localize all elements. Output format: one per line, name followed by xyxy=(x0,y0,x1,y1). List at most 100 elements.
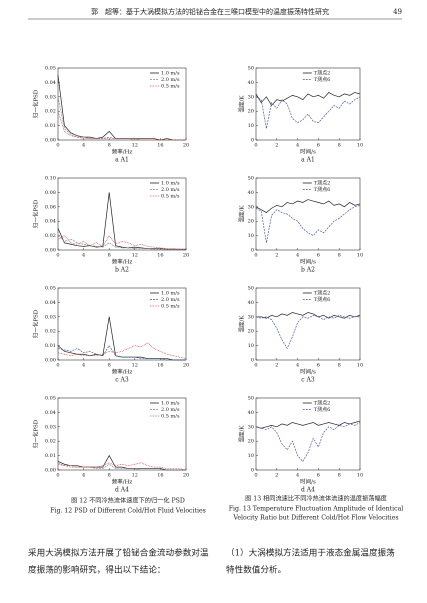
legend-label: T测点2 xyxy=(314,180,331,187)
body-text: 特性数值分析。 xyxy=(226,564,286,576)
x-tick-label: 4 xyxy=(82,143,85,149)
legend-label: T测点6 xyxy=(314,76,331,83)
x-tick-label: 6 xyxy=(317,143,320,149)
x-tick-label: 12 xyxy=(132,253,138,259)
y-tick-label: 40 xyxy=(248,410,254,416)
y-tick-label: 0.02 xyxy=(45,109,56,115)
y-axis-label: 温度/K xyxy=(238,205,246,223)
legend-label: 0.5 m/s xyxy=(161,414,180,420)
legend-label: T测点2 xyxy=(314,290,331,297)
x-tick-label: 4 xyxy=(296,143,299,149)
body-text: 采用大涡模拟方法开展了铅铋合金流动参数对温 xyxy=(28,547,209,559)
x-tick-label: 8 xyxy=(338,363,341,369)
y-tick-label: 0.01 xyxy=(45,123,56,129)
x-tick-label: 2 xyxy=(275,143,278,149)
x-tick-label: 16 xyxy=(157,143,163,149)
data-line xyxy=(255,199,361,213)
legend-label: 0.5 m/s xyxy=(161,304,180,310)
x-axis-label: 时间/s xyxy=(300,478,316,486)
y-tick-label: 0 xyxy=(251,248,254,254)
y-tick-label: 30 xyxy=(248,204,254,210)
x-tick-label: 6 xyxy=(317,363,320,369)
figure-caption: Velocity Ratio but Different Cold/Hot Fl… xyxy=(232,515,398,522)
legend-label: 2.0 m/s xyxy=(161,407,180,413)
figure-caption: Fig. 13 Temperature Fluctuation Amplitud… xyxy=(229,506,404,513)
x-tick-label: 8 xyxy=(338,143,341,149)
y-tick-label: 0.04 xyxy=(45,410,56,416)
plot-frame xyxy=(255,177,361,251)
subfigure-caption: c A3 xyxy=(115,377,129,384)
y-tick-label: 0.02 xyxy=(45,329,56,335)
y-axis-label: 归一化PSD xyxy=(32,89,40,118)
legend-label: 2.0 m/s xyxy=(161,77,180,83)
running-header: 郭 超等：基于大涡模拟方法的铅铋合金在三喉口模型中的温度振荡特性研究 xyxy=(91,7,329,16)
y-tick-label: 0 xyxy=(251,468,254,474)
legend-label: T测点2 xyxy=(314,70,331,77)
y-tick-label: 0.00 xyxy=(45,248,56,254)
legend-label: T测点6 xyxy=(314,296,331,303)
body-text: （1）大涡模拟方法适用于液态金属温度振荡 xyxy=(226,547,395,559)
data-line xyxy=(255,92,361,107)
data-line xyxy=(57,96,186,141)
data-line xyxy=(57,342,187,359)
x-tick-label: 2 xyxy=(275,473,278,479)
y-tick-label: 0.00 xyxy=(45,358,56,364)
data-line xyxy=(57,462,186,471)
x-tick-label: 12 xyxy=(132,473,138,479)
x-tick-label: 8 xyxy=(108,143,111,149)
y-tick-label: 50 xyxy=(248,396,254,402)
x-tick-label: 20 xyxy=(183,363,189,369)
y-tick-label: 0.05 xyxy=(45,66,56,72)
data-line xyxy=(255,96,361,129)
figure-caption: Fig. 12 PSD of Different Cold/Hot Fluid … xyxy=(50,508,206,515)
y-tick-label: 0.05 xyxy=(45,286,56,292)
y-tick-label: 0.06 xyxy=(45,204,56,210)
data-line xyxy=(57,454,186,471)
y-tick-label: 0 xyxy=(251,138,254,144)
x-tick-label: 0 xyxy=(254,143,257,149)
y-tick-label: 30 xyxy=(248,424,254,430)
legend-label: T测点2 xyxy=(314,400,331,407)
x-axis-label: 频率/Hz xyxy=(112,368,133,376)
subfigure-caption: a A1 xyxy=(301,157,315,164)
plot-frame xyxy=(57,67,187,141)
x-tick-label: 2 xyxy=(275,363,278,369)
x-tick-label: 20 xyxy=(183,253,189,259)
figure-caption: 图 12 不同冷热流体速度下的归一化 PSD xyxy=(71,497,185,505)
y-tick-label: 0.04 xyxy=(45,219,56,225)
subfigure-caption: a A1 xyxy=(115,157,129,164)
x-tick-label: 0 xyxy=(56,143,59,149)
data-line xyxy=(57,192,186,250)
x-tick-label: 4 xyxy=(82,473,85,479)
x-tick-label: 20 xyxy=(183,143,189,149)
legend-label: T测点6 xyxy=(314,186,331,193)
figure-caption: 图 13 相同流速比不同冷热流体流速的温度振荡幅度 xyxy=(245,495,387,503)
x-tick-label: 12 xyxy=(132,143,138,149)
legend-label: 2.0 m/s xyxy=(161,187,180,193)
x-tick-label: 0 xyxy=(56,363,59,369)
y-tick-label: 0.08 xyxy=(45,190,56,196)
x-axis-label: 频率/Hz xyxy=(112,148,133,156)
y-tick-label: 0.03 xyxy=(45,94,56,100)
x-tick-label: 0 xyxy=(254,473,257,479)
x-axis-label: 时间/s xyxy=(300,148,316,156)
x-tick-label: 0 xyxy=(254,253,257,259)
y-tick-label: 20 xyxy=(248,329,254,335)
data-line xyxy=(255,420,361,429)
y-tick-label: 50 xyxy=(248,176,254,182)
x-tick-label: 8 xyxy=(338,473,341,479)
x-tick-label: 0 xyxy=(56,253,59,259)
plot-frame xyxy=(255,67,361,141)
plot-frame xyxy=(57,287,187,361)
x-tick-label: 10 xyxy=(357,253,363,259)
y-tick-label: 30 xyxy=(248,94,254,100)
plot-frame xyxy=(255,397,361,471)
data-line xyxy=(256,312,361,319)
y-tick-label: 40 xyxy=(248,300,254,306)
x-tick-label: 2 xyxy=(275,253,278,259)
y-tick-label: 50 xyxy=(248,66,254,72)
y-tick-label: 0.03 xyxy=(45,314,56,320)
x-tick-label: 20 xyxy=(183,473,189,479)
page-number: 49 xyxy=(393,8,402,16)
y-axis-label: 归一化PSD xyxy=(32,419,40,448)
